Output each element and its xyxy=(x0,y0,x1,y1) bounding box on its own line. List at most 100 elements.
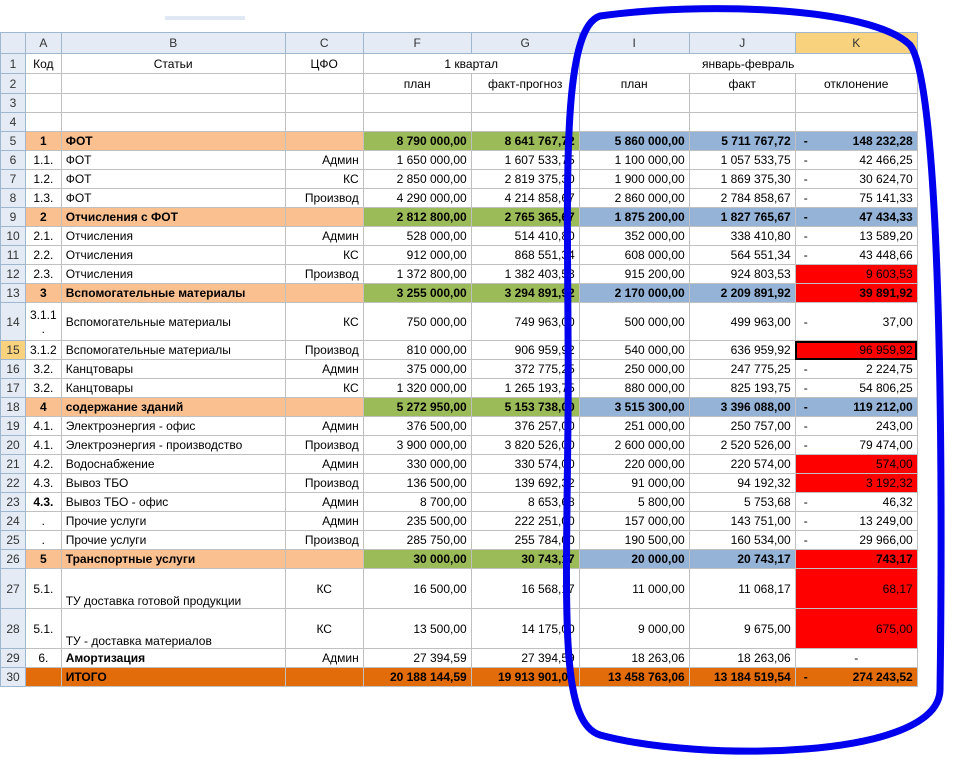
cell-f[interactable]: 3 900 000,00 xyxy=(362,435,472,455)
cell-article[interactable]: Прочие услуги xyxy=(60,530,286,550)
cell-deviation[interactable]: 39 891,92 xyxy=(794,283,918,303)
cell-g[interactable]: 255 784,00 xyxy=(470,530,580,550)
cell-j[interactable]: 9 675,00 xyxy=(688,608,796,649)
column-header-g[interactable]: G xyxy=(470,32,580,54)
row-number[interactable]: 30 xyxy=(0,667,26,687)
cell-article[interactable]: Отчисления xyxy=(60,264,286,284)
cell-deviation[interactable]: - 13 249,00 xyxy=(794,511,918,531)
cell-deviation[interactable]: 9 603,53 xyxy=(794,264,918,284)
cell-f[interactable]: 1 320 000,00 xyxy=(362,378,472,398)
cell-g[interactable]: 139 692,32 xyxy=(470,473,580,493)
row-number[interactable]: 20 xyxy=(0,435,26,455)
cell-cfo[interactable]: Производ xyxy=(284,340,364,360)
row-number[interactable]: 22 xyxy=(0,473,26,493)
cell-j[interactable]: 143 751,00 xyxy=(688,511,796,531)
cell-g[interactable]: 2 819 375,30 xyxy=(470,169,580,189)
select-all-corner[interactable] xyxy=(0,32,26,54)
header-plan[interactable]: план xyxy=(362,73,472,94)
row-number[interactable]: 9 xyxy=(0,207,26,227)
cell-f[interactable]: 27 394,59 xyxy=(362,648,472,668)
cell-kod[interactable]: 4.2. xyxy=(25,454,62,474)
column-header-f[interactable]: F xyxy=(362,32,472,54)
cell-deviation[interactable]: - 274 243,52 xyxy=(794,667,918,687)
cell-deviation[interactable]: 68,17 xyxy=(794,568,918,609)
cell-kod[interactable]: 6. xyxy=(25,648,62,668)
row-number[interactable]: 21 xyxy=(0,454,26,474)
cell-j[interactable]: 250 757,00 xyxy=(688,416,796,436)
cell-j[interactable]: 3 396 088,00 xyxy=(688,397,796,417)
cell-cfo[interactable]: КС xyxy=(284,169,364,189)
cell-kod[interactable]: 3.2. xyxy=(25,378,62,398)
cell-cfo[interactable] xyxy=(284,283,364,303)
cell-i[interactable]: 20 000,00 xyxy=(578,549,690,569)
cell-kod[interactable]: 4.1. xyxy=(25,435,62,455)
cell-g[interactable]: 27 394,59 xyxy=(470,648,580,668)
cell-i[interactable]: 608 000,00 xyxy=(578,245,690,265)
cell-deviation[interactable]: - 54 806,25 xyxy=(794,378,918,398)
cell-cfo[interactable]: КС xyxy=(284,245,364,265)
cell[interactable] xyxy=(284,73,364,94)
row-number[interactable]: 25 xyxy=(0,530,26,550)
cell-j[interactable]: 20 743,17 xyxy=(688,549,796,569)
cell-g[interactable]: 330 574,00 xyxy=(470,454,580,474)
cell-kod[interactable]: 1.3. xyxy=(25,188,62,208)
cell-cfo[interactable]: Производ xyxy=(284,264,364,284)
cell-g[interactable]: 3 820 526,00 xyxy=(470,435,580,455)
row-number[interactable]: 15 xyxy=(0,340,26,360)
cell-f[interactable]: 285 750,00 xyxy=(362,530,472,550)
row-number[interactable]: 5 xyxy=(0,131,26,151)
cell-j[interactable]: 1 827 765,67 xyxy=(688,207,796,227)
cell-j[interactable]: 2 209 891,92 xyxy=(688,283,796,303)
cell-f[interactable]: 3 255 000,00 xyxy=(362,283,472,303)
cell-article[interactable]: Транспортные услуги xyxy=(60,549,286,569)
cell-i[interactable]: 5 800,00 xyxy=(578,492,690,512)
cell-i[interactable]: 5 860 000,00 xyxy=(578,131,690,151)
cell[interactable] xyxy=(362,93,472,113)
cell-g[interactable]: 868 551,34 xyxy=(470,245,580,265)
row-number[interactable]: 24 xyxy=(0,511,26,531)
cell-kod[interactable]: 2 xyxy=(25,207,62,227)
cell-i[interactable]: 190 500,00 xyxy=(578,530,690,550)
cell-cfo[interactable]: Производ xyxy=(284,188,364,208)
cell-i[interactable]: 2 860 000,00 xyxy=(578,188,690,208)
cell-deviation[interactable]: - 119 212,00 xyxy=(794,397,918,417)
cell-g[interactable]: 4 214 858,67 xyxy=(470,188,580,208)
header-fact-prognoz[interactable]: факт-прогноз xyxy=(470,73,580,94)
cell[interactable] xyxy=(284,112,364,132)
cell-f[interactable]: 2 850 000,00 xyxy=(362,169,472,189)
row-number[interactable]: 8 xyxy=(0,188,26,208)
cell-article[interactable]: Вспомогательные материалы xyxy=(60,340,286,360)
cell[interactable] xyxy=(794,112,918,132)
cell-kod[interactable] xyxy=(25,667,62,687)
cell[interactable] xyxy=(60,73,286,94)
cell-kod[interactable]: 3 xyxy=(25,283,62,303)
cell-article[interactable]: ТУ - доставка материалов xyxy=(60,608,286,649)
cell-article[interactable]: Электроэнергия - офис xyxy=(60,416,286,436)
header-fact[interactable]: факт xyxy=(688,73,796,94)
cell-cfo[interactable] xyxy=(284,207,364,227)
cell-article[interactable]: Отчисления xyxy=(60,245,286,265)
header-kod[interactable]: Код xyxy=(25,53,62,74)
row-number[interactable]: 18 xyxy=(0,397,26,417)
cell-f[interactable]: 13 500,00 xyxy=(362,608,472,649)
row-number[interactable]: 19 xyxy=(0,416,26,436)
cell-kod[interactable]: 3.2. xyxy=(25,359,62,379)
cell-deviation[interactable]: - 37,00 xyxy=(794,302,918,341)
cell-i[interactable]: 352 000,00 xyxy=(578,226,690,246)
cell-article[interactable]: Вывоз ТБО xyxy=(60,473,286,493)
cell-i[interactable]: 500 000,00 xyxy=(578,302,690,341)
row-number[interactable]: 13 xyxy=(0,283,26,303)
cell-f[interactable]: 376 500,00 xyxy=(362,416,472,436)
cell-deviation[interactable]: - 75 141,33 xyxy=(794,188,918,208)
cell-kod[interactable]: . xyxy=(25,511,62,531)
cell-i[interactable]: 18 263,06 xyxy=(578,648,690,668)
row-number[interactable]: 4 xyxy=(0,112,26,132)
row-number[interactable]: 2 xyxy=(0,73,26,94)
cell-i[interactable]: 251 000,00 xyxy=(578,416,690,436)
cell-cfo[interactable] xyxy=(284,397,364,417)
cell[interactable] xyxy=(25,112,62,132)
row-number[interactable]: 12 xyxy=(0,264,26,284)
cell[interactable] xyxy=(688,112,796,132)
cell-f[interactable]: 8 700,00 xyxy=(362,492,472,512)
header-stati[interactable]: Статьи xyxy=(60,53,286,74)
